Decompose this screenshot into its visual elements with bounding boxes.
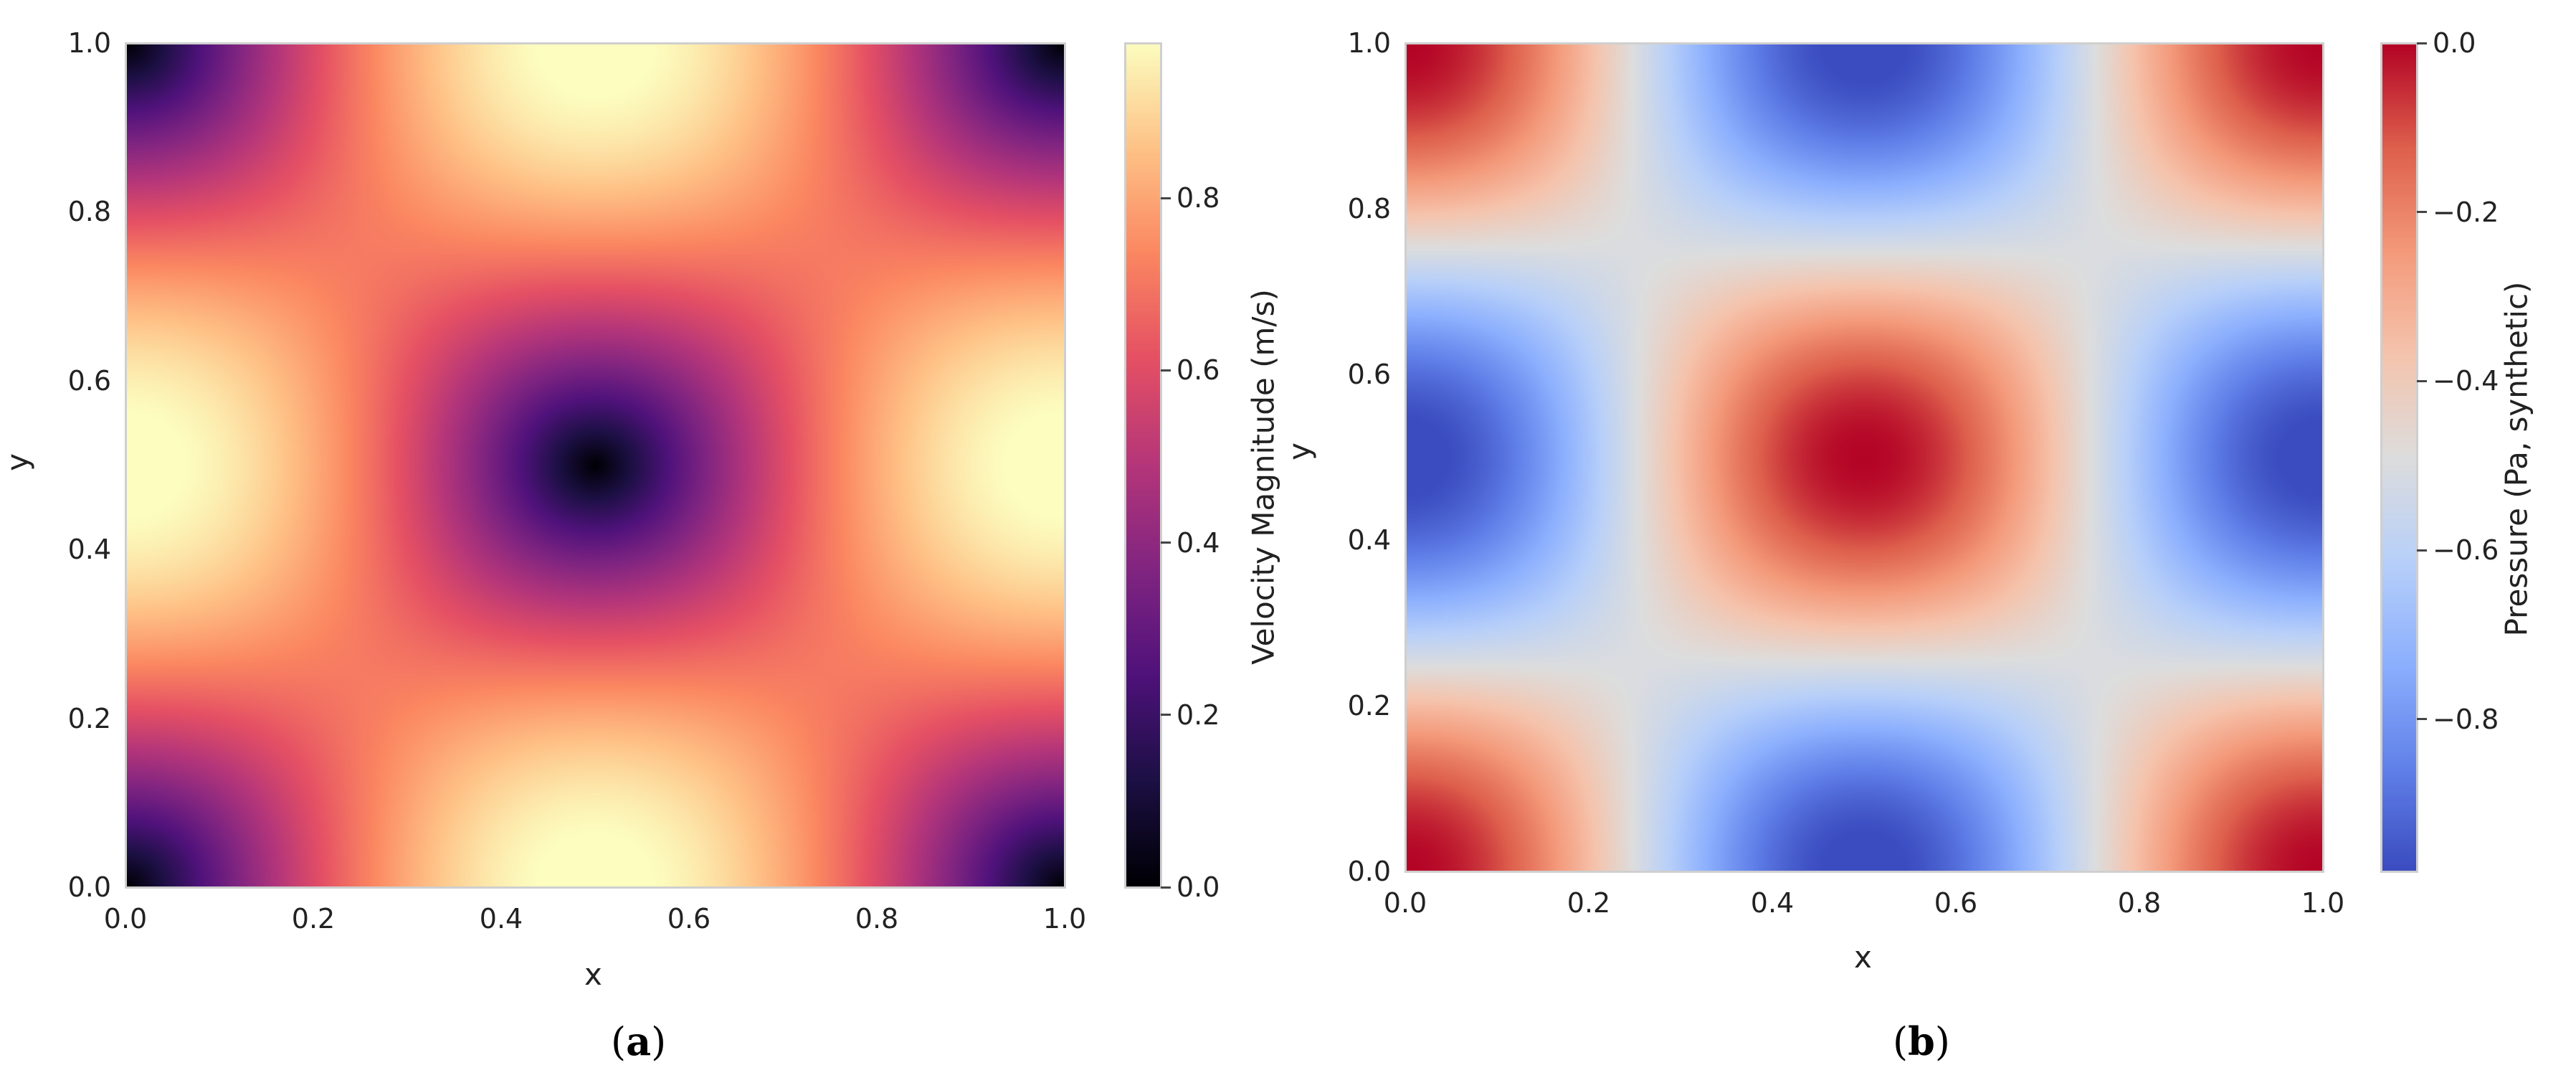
panel-caption: (b) [1893,1018,1950,1064]
colorbar-tick-mark [2417,718,2427,721]
velocity-heatmap [125,43,1065,887]
colorbar-tick-label: −0.4 [2433,365,2499,397]
y-tick-label: 0.0 [1347,856,1391,887]
y-tick-label: 0.2 [67,702,111,734]
y-tick-label: 0.8 [1347,193,1391,224]
colorbar-tick-mark [1161,714,1171,716]
x-axis-label: x [584,957,602,992]
y-tick-label: 0.4 [1347,524,1391,556]
colorbar-tick-label: 0.4 [1177,526,1220,559]
y-axis-label: y [1281,443,1317,460]
x-tick-label: 1.0 [1042,903,1087,935]
y-tick-label: 0.6 [67,364,111,397]
y-tick-label: 0.6 [1347,359,1391,390]
y-tick-label: 0.2 [1347,690,1391,722]
x-axis-label: x [1854,940,1872,975]
colorbar-tick-mark [1161,886,1171,889]
y-tick-label: 1.0 [67,27,111,59]
colorbar-tick-mark [1161,197,1171,199]
x-tick-label: 0.4 [1750,887,1795,919]
x-tick-label: 0.6 [667,903,711,935]
colorbar-tick-label: 0.0 [1177,871,1220,903]
y-axis-label: y [0,453,35,471]
x-tick-label: 1.0 [2301,887,2345,919]
colorbar-label: Pressure (Pa, synthetic) [2499,281,2534,637]
x-tick-label: 0.0 [103,903,148,935]
colorbar-tick-mark [1161,369,1171,372]
colorbar-label: Velocity Magnitude (m/s) [1245,289,1281,665]
x-tick-label: 0.8 [2117,887,2162,919]
pressure-heatmap [1405,43,2323,871]
colorbar-tick-label: 0.0 [2433,27,2476,59]
y-tick-label: 0.0 [67,871,111,903]
colorbar-tick-mark [2417,379,2427,382]
colorbar-tick-label: 0.8 [1177,182,1220,214]
colorbar-tick-label: 0.6 [1177,354,1220,387]
x-tick-label: 0.2 [291,903,336,935]
y-tick-label: 0.8 [67,196,111,228]
x-tick-label: 0.6 [1934,887,1978,919]
x-tick-label: 0.2 [1567,887,1611,919]
colorbar-tick-mark [2417,42,2427,44]
colorbar-tick-mark [2417,211,2427,214]
y-tick-label: 0.4 [67,534,111,566]
pressure-colorbar [2381,43,2417,871]
x-tick-label: 0.8 [855,903,899,935]
x-tick-label: 0.4 [479,903,523,935]
colorbar-tick-label: −0.6 [2433,534,2499,567]
x-tick-label: 0.0 [1383,887,1427,919]
colorbar-tick-label: −0.2 [2433,196,2499,228]
velocity-colorbar [1125,43,1161,887]
panel-caption: (a) [611,1018,667,1064]
colorbar-tick-label: −0.8 [2433,703,2499,735]
colorbar-tick-mark [1161,541,1171,544]
y-tick-label: 1.0 [1347,27,1391,59]
colorbar-tick-label: 0.2 [1177,699,1220,731]
colorbar-tick-mark [2417,549,2427,552]
